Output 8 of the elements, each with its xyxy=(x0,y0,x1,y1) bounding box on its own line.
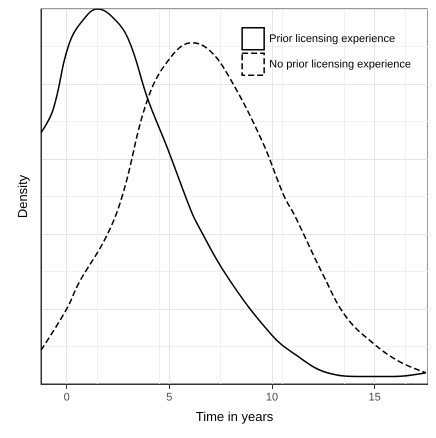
x-axis-title: Time in years xyxy=(196,409,274,424)
legend-label: Prior licensing experience xyxy=(269,32,396,45)
x-tick-label: 15 xyxy=(368,392,381,404)
x-tick-label: 0 xyxy=(64,392,70,404)
legend-label: No prior licensing experience xyxy=(269,58,412,70)
x-tick-label: 10 xyxy=(266,392,278,404)
y-axis-title: Density xyxy=(15,174,30,218)
x-tick-label: 5 xyxy=(166,392,172,404)
